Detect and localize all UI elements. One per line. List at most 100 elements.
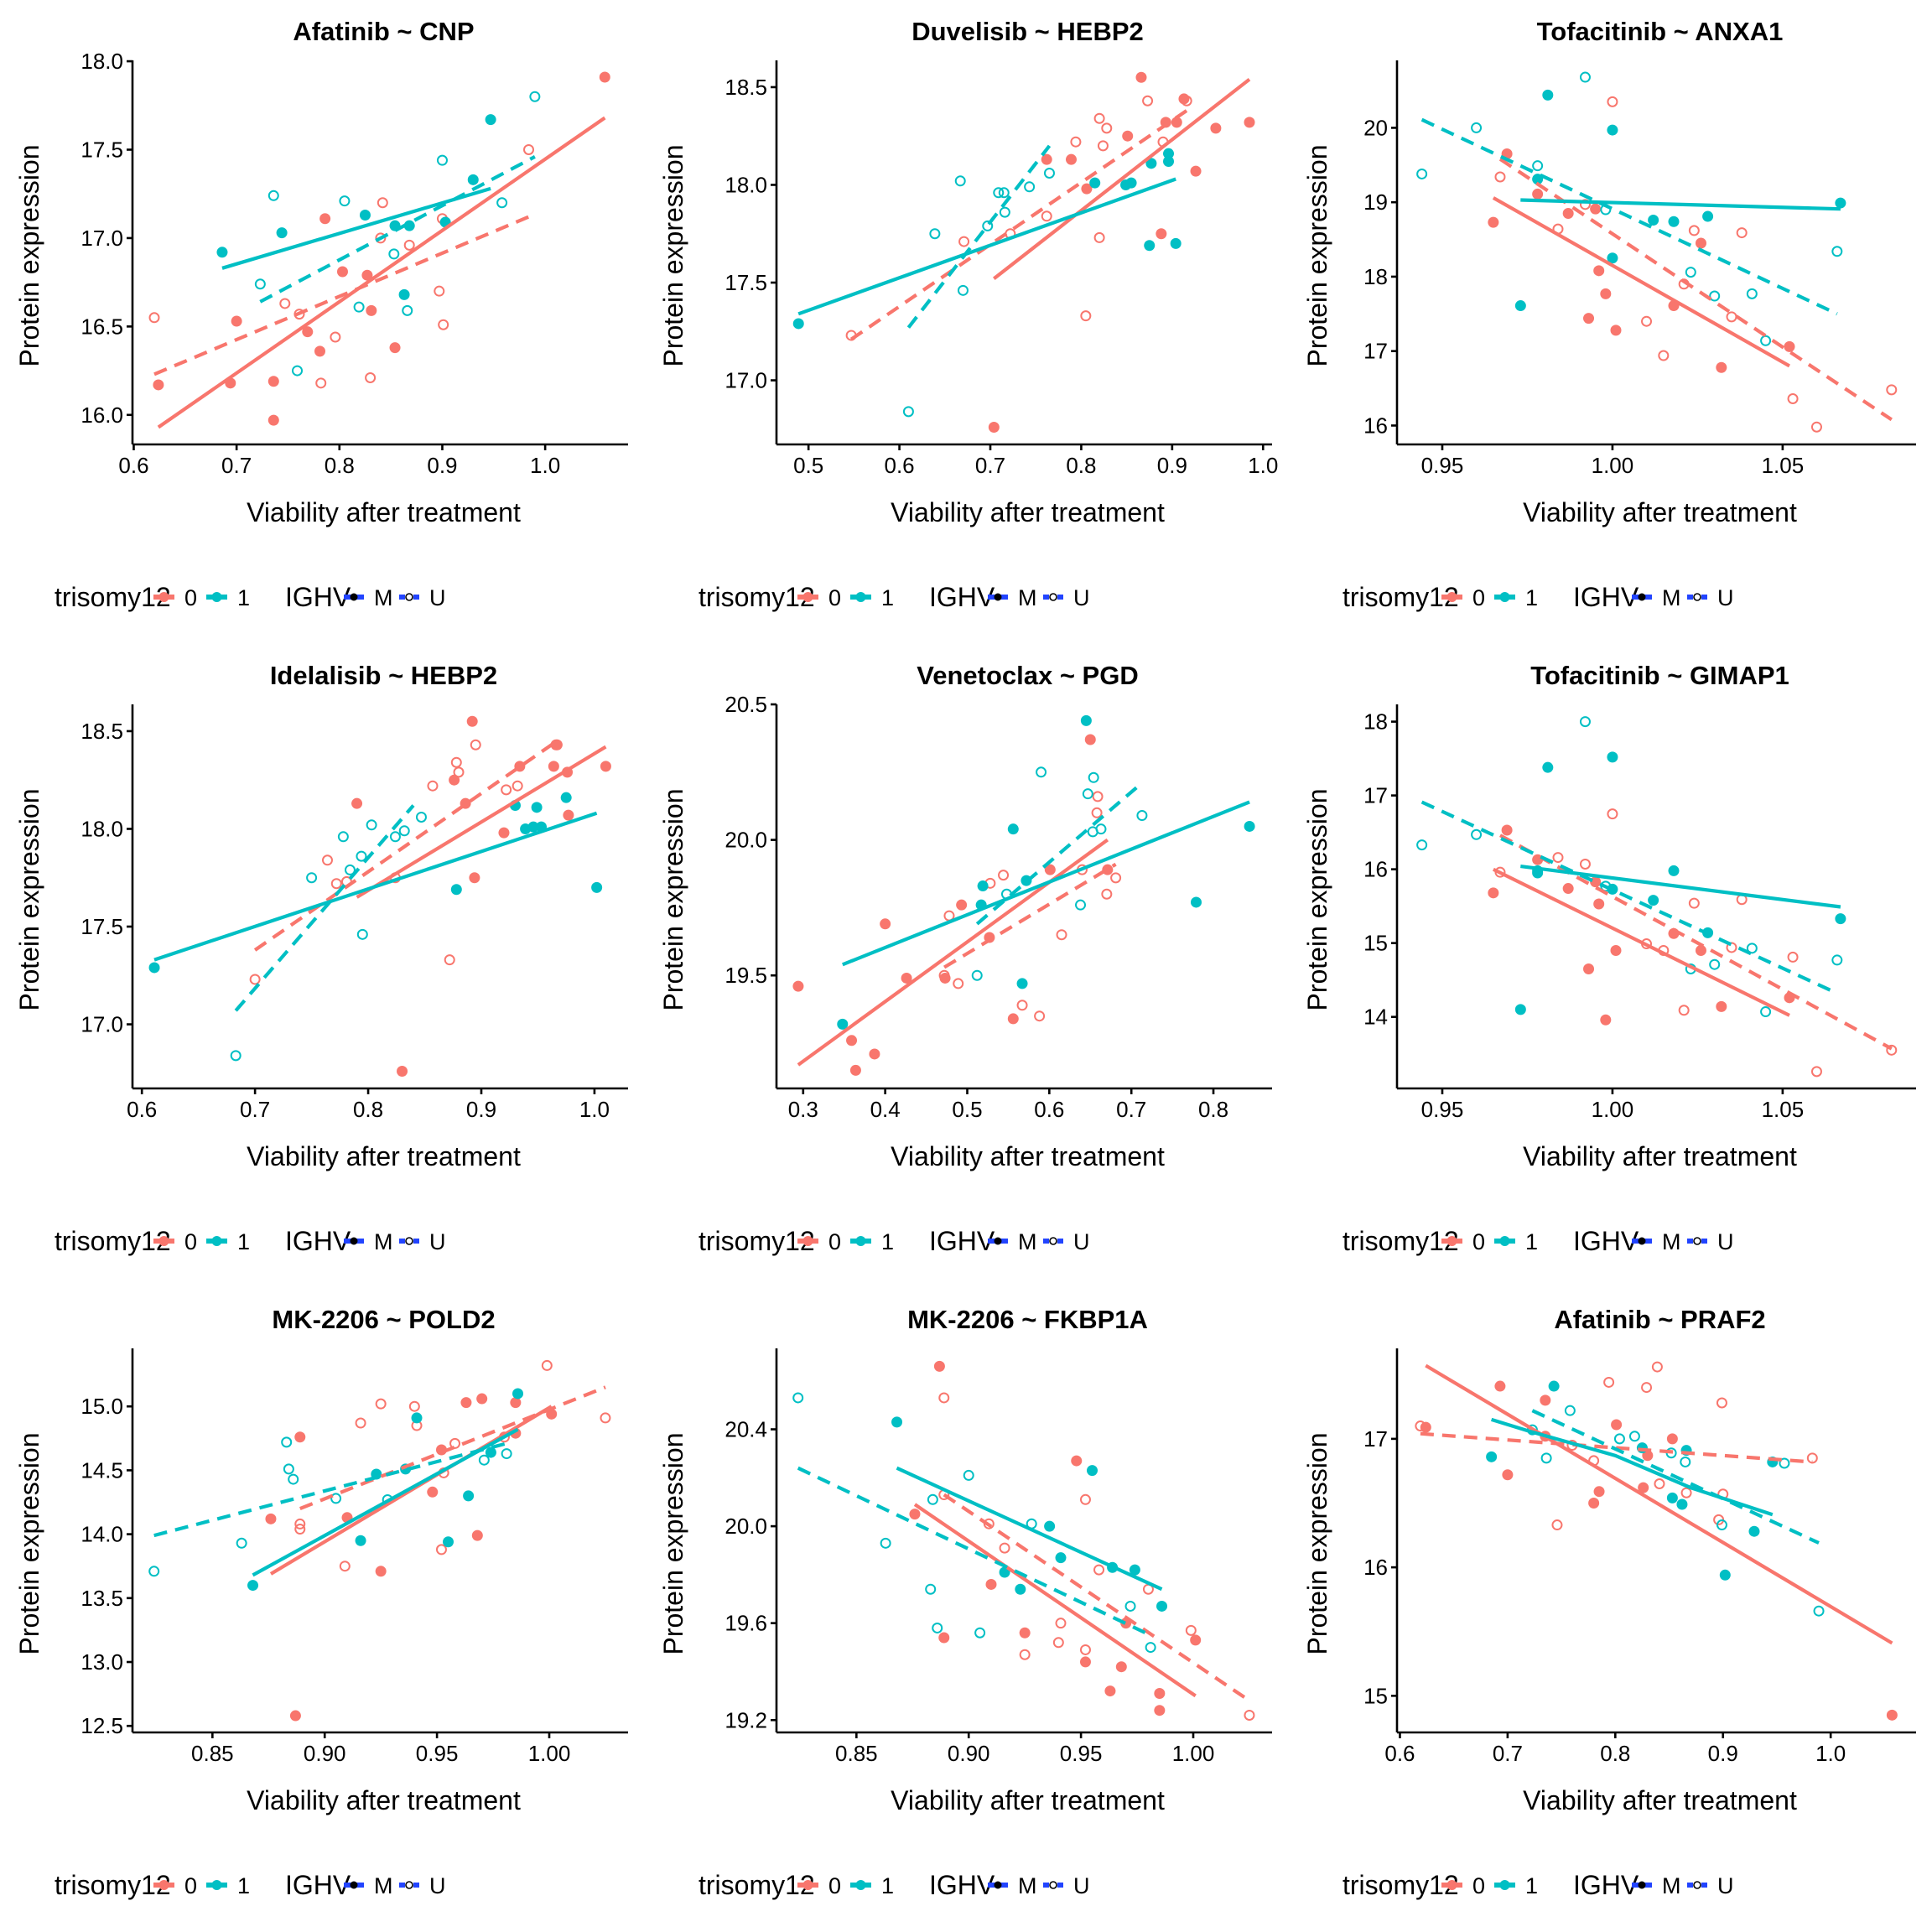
data-point-trisomy12-1-ighv-M bbox=[1514, 300, 1526, 312]
data-point-trisomy12-1-ighv-U bbox=[1628, 1431, 1640, 1442]
data-point-trisomy12-1-ighv-M bbox=[1129, 1564, 1140, 1576]
panel-9: Afatinib ~ PRAF2 0.6 0.7 0.8 0.9 1.0 15 16 17 Via… bbox=[1302, 1305, 1916, 1900]
legend-label-ighv-U: U bbox=[429, 585, 446, 610]
data-point-trisomy12-0-ighv-U bbox=[1641, 1382, 1653, 1394]
data-point-trisomy12-0-ighv-U bbox=[330, 331, 341, 343]
data-point-trisomy12-0-ighv-M bbox=[939, 972, 951, 984]
data-point-trisomy12-0-ighv-M bbox=[1695, 944, 1706, 956]
data-point-trisomy12-1-ighv-M bbox=[1007, 823, 1019, 835]
plot-area bbox=[148, 1359, 611, 1722]
legend-key-trisomy12-1 bbox=[850, 592, 871, 602]
data-point-trisomy12-1-ighv-M bbox=[1163, 156, 1175, 168]
data-point-trisomy12-0-ighv-M bbox=[361, 269, 373, 281]
fit-line-trisomy12-1-ighv-M bbox=[842, 800, 1250, 967]
legend-label-trisomy12-0: 0 bbox=[1472, 585, 1485, 610]
data-point-trisomy12-1-ighv-M bbox=[1835, 913, 1846, 925]
data-point-trisomy12-0-ighv-M bbox=[1065, 153, 1077, 165]
data-point-trisomy12-1-ighv-U bbox=[306, 872, 318, 884]
legend-key-ighv-U bbox=[399, 1881, 419, 1889]
y-tick-label: 18.5 bbox=[80, 719, 123, 744]
data-point-trisomy12-1-ighv-M bbox=[527, 821, 539, 833]
data-point-trisomy12-0-ighv-U bbox=[1787, 951, 1799, 963]
x-axis-title: Viability after treatment bbox=[1523, 1785, 1797, 1815]
data-point-trisomy12-1-ighv-U bbox=[415, 811, 427, 823]
fit-line-trisomy12-1-ighv-M bbox=[1520, 198, 1841, 211]
data-point-trisomy12-0-ighv-U bbox=[1603, 1376, 1615, 1388]
x-axis-title: Viability after treatment bbox=[1523, 497, 1797, 527]
data-point-trisomy12-1-ighv-U bbox=[529, 91, 541, 102]
panel-title: MK-2206 ~ POLD2 bbox=[272, 1305, 495, 1334]
data-point-trisomy12-0-ighv-M bbox=[1562, 883, 1574, 895]
fit-line-trisomy12-1-ighv-U bbox=[1420, 117, 1838, 316]
data-point-trisomy12-0-ighv-M bbox=[265, 1513, 277, 1524]
data-point-trisomy12-0-ighv-U bbox=[512, 780, 523, 792]
plot-area bbox=[1416, 71, 1898, 433]
data-point-trisomy12-1-ighv-U bbox=[999, 206, 1010, 218]
data-point-trisomy12-1-ighv-U bbox=[1709, 958, 1721, 970]
y-tick-label: 17.0 bbox=[724, 368, 767, 393]
fit-line-trisomy12-0-ighv-M bbox=[269, 1405, 553, 1576]
legend-title-trisomy12: trisomy12 bbox=[55, 1870, 171, 1900]
data-point-trisomy12-1-ighv-U bbox=[993, 187, 1005, 199]
data-point-trisomy12-0-ighv-U bbox=[1552, 852, 1564, 864]
data-point-trisomy12-0-ighv-M bbox=[1716, 361, 1727, 373]
x-axis-title: Viability after treatment bbox=[247, 497, 521, 527]
legend-key-trisomy12-0 bbox=[1441, 1880, 1462, 1890]
legend-label-ighv-M: M bbox=[1018, 585, 1037, 610]
x-tick-label: 1.00 bbox=[1592, 453, 1634, 478]
data-point-trisomy12-0-ighv-M bbox=[1562, 207, 1574, 219]
data-point-trisomy12-1-ighv-U bbox=[501, 1448, 512, 1460]
x-axis-title: Viability after treatment bbox=[891, 1785, 1165, 1815]
y-tick-label: 12.5 bbox=[80, 1713, 123, 1738]
legend-key-ighv-U bbox=[1043, 593, 1063, 601]
data-point-trisomy12-1-ighv-U bbox=[436, 154, 448, 166]
data-point-trisomy12-0-ighv-U bbox=[1101, 122, 1113, 134]
data-point-trisomy12-1-ighv-U bbox=[792, 1392, 804, 1404]
y-tick-label: 13.0 bbox=[80, 1649, 123, 1675]
y-tick-label: 16 bbox=[1363, 857, 1388, 882]
data-point-trisomy12-1-ighv-U bbox=[925, 1583, 937, 1595]
data-point-trisomy12-1-ighv-M bbox=[1163, 148, 1175, 159]
panel-title: Tofacitinib ~ ANXA1 bbox=[1537, 17, 1784, 46]
data-point-trisomy12-0-ighv-U bbox=[1070, 136, 1082, 148]
fit-line-trisomy12-0-ighv-M bbox=[1425, 1363, 1893, 1645]
panel-grid: Afatinib ~ CNP 0.6 0.7 0.8 0.9 1.0 16.0 16.5 17.… bbox=[14, 17, 1916, 1900]
data-point-trisomy12-0-ighv-M bbox=[1154, 1705, 1166, 1716]
data-point-trisomy12-0-ighv-U bbox=[1097, 140, 1109, 152]
panel-5: Venetoclax ~ PGD 0.3 0.4 0.5 0.6 0.7 0.8 19.5 20… bbox=[658, 661, 1272, 1256]
data-point-trisomy12-1-ighv-M bbox=[512, 1388, 524, 1400]
data-point-trisomy12-0-ighv-U bbox=[1185, 1624, 1197, 1636]
legend-label-trisomy12-1: 1 bbox=[237, 585, 250, 610]
data-point-trisomy12-0-ighv-M bbox=[1610, 325, 1622, 336]
data-point-trisomy12-1-ighv-M bbox=[1055, 1552, 1067, 1564]
data-point-trisomy12-1-ighv-U bbox=[1043, 167, 1055, 179]
data-point-trisomy12-0-ighv-M bbox=[336, 266, 348, 278]
legend-key-trisomy12-0 bbox=[797, 1880, 818, 1890]
data-point-trisomy12-1-ighv-M bbox=[148, 962, 160, 974]
data-point-trisomy12-0-ighv-U bbox=[1810, 1066, 1822, 1078]
legend-label-trisomy12-0: 0 bbox=[1472, 1229, 1485, 1254]
data-point-trisomy12-0-ighv-U bbox=[365, 372, 377, 384]
data-point-trisomy12-0-ighv-M bbox=[1716, 1000, 1727, 1012]
data-point-trisomy12-0-ighv-M bbox=[294, 1431, 306, 1443]
data-point-trisomy12-0-ighv-M bbox=[988, 421, 1000, 433]
y-tick-label: 19.5 bbox=[724, 963, 767, 988]
legend-key-ighv-M bbox=[1632, 1237, 1652, 1245]
data-point-trisomy12-1-ighv-M bbox=[1648, 895, 1659, 906]
data-point-trisomy12-1-ighv-U bbox=[927, 1493, 938, 1505]
data-point-trisomy12-0-ighv-M bbox=[985, 1578, 997, 1590]
data-point-trisomy12-0-ighv-M bbox=[1210, 122, 1222, 134]
data-point-trisomy12-0-ighv-U bbox=[1810, 421, 1822, 433]
legend-title-ighv: IGHV bbox=[285, 582, 351, 612]
x-axis-title: Viability after treatment bbox=[891, 1141, 1165, 1171]
x-tick-label: 1.0 bbox=[1815, 1741, 1846, 1766]
data-point-trisomy12-0-ighv-U bbox=[1736, 227, 1748, 239]
data-point-trisomy12-1-ighv-U bbox=[398, 825, 410, 837]
data-point-trisomy12-1-ighv-M bbox=[485, 1446, 496, 1458]
x-tick-label: 0.9 bbox=[1708, 1741, 1738, 1766]
legend-key-ighv-U bbox=[399, 593, 419, 601]
data-point-trisomy12-1-ighv-M bbox=[1607, 124, 1618, 136]
y-tick-label: 14.5 bbox=[80, 1457, 123, 1483]
data-point-trisomy12-0-ighv-M bbox=[302, 326, 314, 338]
